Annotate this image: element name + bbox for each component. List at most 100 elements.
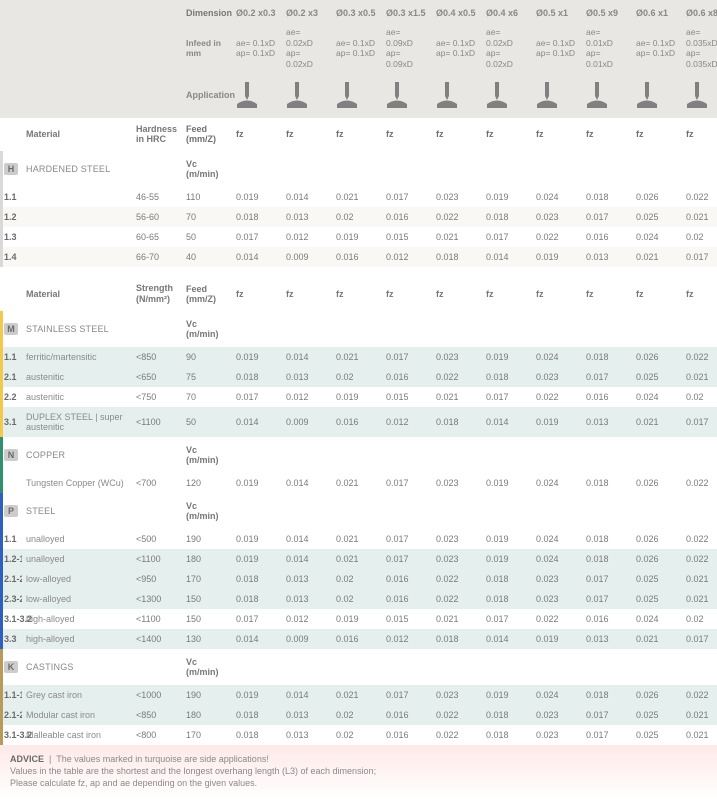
data-row: 3.3high-alloyed<14001300.0140.0090.0160.… bbox=[0, 629, 717, 649]
row-fz-9: 0.02 bbox=[686, 392, 704, 402]
row-fz-1: 0.013 bbox=[286, 730, 309, 740]
col-ap-6: ap= 0.1xD bbox=[536, 48, 575, 58]
row-fz-2: 0.021 bbox=[336, 352, 359, 362]
row-vc: 50 bbox=[186, 232, 196, 242]
material-label: Material bbox=[26, 129, 60, 139]
row-fz-9: 0.021 bbox=[686, 574, 709, 584]
section-heading-K: KCASTINGSVc (m/min) bbox=[0, 649, 717, 685]
app-icon-6 bbox=[532, 76, 582, 118]
row-range: <1300 bbox=[136, 594, 161, 604]
fz-label: fz bbox=[232, 267, 282, 311]
app-icon-3 bbox=[382, 76, 432, 118]
vc-label: Vc (m/min) bbox=[186, 445, 219, 465]
row-fz-1: 0.013 bbox=[286, 574, 309, 584]
row-material: low-alloyed bbox=[26, 594, 71, 604]
section-heading-P: PSTEELVc (m/min) bbox=[0, 493, 717, 529]
row-fz-0: 0.017 bbox=[236, 614, 259, 624]
row-fz-4: 0.023 bbox=[436, 478, 459, 488]
fz-label-8: fz bbox=[632, 118, 682, 152]
row-fz-9: 0.017 bbox=[686, 634, 709, 644]
row-fz-1: 0.014 bbox=[286, 352, 309, 362]
row-fz-7: 0.013 bbox=[586, 634, 609, 644]
col-ap-3: ap= 0.09xD bbox=[386, 48, 413, 69]
row-fz-1: 0.009 bbox=[286, 417, 309, 427]
row-fz-0: 0.018 bbox=[236, 574, 259, 584]
row-fz-2: 0.021 bbox=[336, 192, 359, 202]
row-fz-0: 0.014 bbox=[236, 634, 259, 644]
row-fz-7: 0.017 bbox=[586, 212, 609, 222]
row-fz-5: 0.018 bbox=[486, 730, 509, 740]
row-fz-3: 0.017 bbox=[386, 554, 409, 564]
fz-label: fz bbox=[332, 267, 382, 311]
advice-line2: Values in the table are the shortest and… bbox=[10, 766, 376, 776]
fz-label: fz bbox=[282, 267, 332, 311]
row-fz-1: 0.013 bbox=[286, 594, 309, 604]
header-application-row: Application bbox=[0, 76, 717, 118]
section-code: H bbox=[4, 163, 18, 175]
data-row: 1.2-1.5unalloyed<11001800.0190.0140.0210… bbox=[0, 549, 717, 569]
row-fz-7: 0.017 bbox=[586, 574, 609, 584]
row-range: <750 bbox=[136, 392, 156, 402]
app-icon-2 bbox=[332, 76, 382, 118]
row-fz-7: 0.016 bbox=[586, 392, 609, 402]
feed-label-2: Feed (mm/Z) bbox=[182, 267, 232, 311]
row-material: Tungsten Copper (WCu) bbox=[26, 478, 124, 488]
row-fz-7: 0.017 bbox=[586, 372, 609, 382]
row-fz-7: 0.016 bbox=[586, 232, 609, 242]
row-vc: 110 bbox=[186, 192, 200, 202]
row-material: Malleable cast iron bbox=[26, 730, 101, 740]
header-feed-row: Material Hardness in HRC Feed (mm/Z) fz … bbox=[0, 118, 717, 152]
row-fz-7: 0.013 bbox=[586, 252, 609, 262]
hardness-label: Hardness in HRC bbox=[136, 124, 177, 145]
row-fz-4: 0.021 bbox=[436, 392, 459, 402]
material-label-2: Material bbox=[26, 289, 60, 299]
row-fz-8: 0.024 bbox=[636, 614, 659, 624]
row-material: Grey cast iron bbox=[26, 690, 82, 700]
row-fz-8: 0.025 bbox=[636, 730, 659, 740]
col-dim-4: Ø0.4 x0.5 bbox=[432, 0, 482, 21]
row-fz-5: 0.017 bbox=[486, 392, 509, 402]
app-icon-1 bbox=[282, 76, 332, 118]
row-fz-8: 0.021 bbox=[636, 634, 659, 644]
row-fz-7: 0.018 bbox=[586, 192, 609, 202]
row-fz-9: 0.021 bbox=[686, 730, 709, 740]
col-ae-4: ae= 0.1xD bbox=[436, 38, 475, 48]
row-fz-3: 0.012 bbox=[386, 252, 409, 262]
row-fz-3: 0.012 bbox=[386, 417, 409, 427]
row-fz-2: 0.021 bbox=[336, 554, 359, 564]
row-fz-7: 0.018 bbox=[586, 352, 609, 362]
row-fz-4: 0.021 bbox=[436, 614, 459, 624]
section-code: N bbox=[4, 449, 18, 461]
row-range: <850 bbox=[136, 352, 156, 362]
app-icon-4 bbox=[432, 76, 482, 118]
data-row: 1.466-70400.0140.0090.0160.0120.0180.014… bbox=[0, 247, 717, 267]
row-fz-9: 0.02 bbox=[686, 232, 704, 242]
col-ap-5: ap= 0.02xD bbox=[486, 48, 513, 69]
row-fz-3: 0.016 bbox=[386, 574, 409, 584]
data-row: 1.1unalloyed<5001900.0190.0140.0210.0170… bbox=[0, 529, 717, 549]
row-vc: 130 bbox=[186, 634, 201, 644]
row-fz-4: 0.022 bbox=[436, 710, 459, 720]
row-fz-8: 0.026 bbox=[636, 192, 659, 202]
row-fz-9: 0.022 bbox=[686, 690, 709, 700]
fz-label-7: fz bbox=[582, 118, 632, 152]
section-name: CASTINGS bbox=[26, 662, 74, 672]
row-fz-9: 0.022 bbox=[686, 352, 709, 362]
col-ae-9: ae= 0.035xD bbox=[686, 27, 717, 48]
row-fz-0: 0.018 bbox=[236, 594, 259, 604]
row-fz-7: 0.018 bbox=[586, 534, 609, 544]
cutting-data-table: Dimension Ø0.2 x0.3 Ø0.2 x3 Ø0.3 x0.5 Ø0… bbox=[0, 0, 717, 745]
col-ae-0: ae= 0.1xD bbox=[236, 38, 275, 48]
row-fz-5: 0.014 bbox=[486, 417, 509, 427]
col-ap-1: ap= 0.02xD bbox=[286, 48, 313, 69]
row-material: ferritic/martensitic bbox=[26, 352, 97, 362]
row-fz-9: 0.021 bbox=[686, 212, 709, 222]
row-fz-1: 0.014 bbox=[286, 534, 309, 544]
row-material: DUPLEX STEEL | super austenitic bbox=[26, 412, 123, 432]
app-icon-5 bbox=[482, 76, 532, 118]
col-dim-7: Ø0.5 x9 bbox=[582, 0, 632, 21]
row-fz-6: 0.023 bbox=[536, 594, 559, 604]
row-range: <650 bbox=[136, 372, 156, 382]
row-vc: 190 bbox=[186, 690, 201, 700]
row-fz-8: 0.025 bbox=[636, 574, 659, 584]
